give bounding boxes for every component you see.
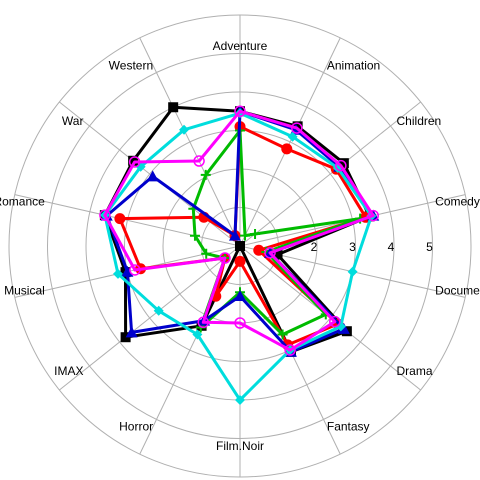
category-label: Comedy bbox=[435, 194, 480, 208]
category-label: Children bbox=[397, 114, 442, 128]
r-tick-label: 2 bbox=[311, 240, 318, 254]
category-label: Adventure bbox=[213, 39, 268, 53]
data-point-diamond bbox=[348, 267, 358, 277]
r-tick-label: 3 bbox=[349, 240, 356, 254]
category-label: War bbox=[62, 114, 84, 128]
radial-tick-labels: 2 3 4 5 bbox=[311, 240, 434, 254]
category-label: Animation bbox=[327, 59, 380, 73]
category-label: Drama bbox=[397, 364, 433, 378]
r-tick-label: 4 bbox=[388, 240, 395, 254]
grid-spoke bbox=[140, 38, 240, 246]
grid-spoke bbox=[240, 38, 340, 246]
category-label: Fantasy bbox=[327, 419, 370, 433]
data-point-circle bbox=[114, 213, 125, 224]
category-label: Musical bbox=[4, 284, 45, 298]
category-label: IMAX bbox=[54, 364, 83, 378]
data-point-circle bbox=[235, 256, 246, 267]
data-point-circle bbox=[253, 245, 264, 256]
category-label: Horror bbox=[119, 419, 153, 433]
data-point-square bbox=[168, 102, 178, 112]
category-label: Documentary bbox=[435, 284, 480, 298]
data-point-plus bbox=[250, 229, 260, 239]
r-tick-label: 5 bbox=[426, 240, 433, 254]
category-label: Romance bbox=[0, 194, 45, 208]
category-label: Western bbox=[109, 59, 153, 73]
data-point-circle bbox=[281, 143, 292, 154]
data-point-square bbox=[235, 241, 245, 251]
category-label: Film.Noir bbox=[216, 439, 264, 453]
